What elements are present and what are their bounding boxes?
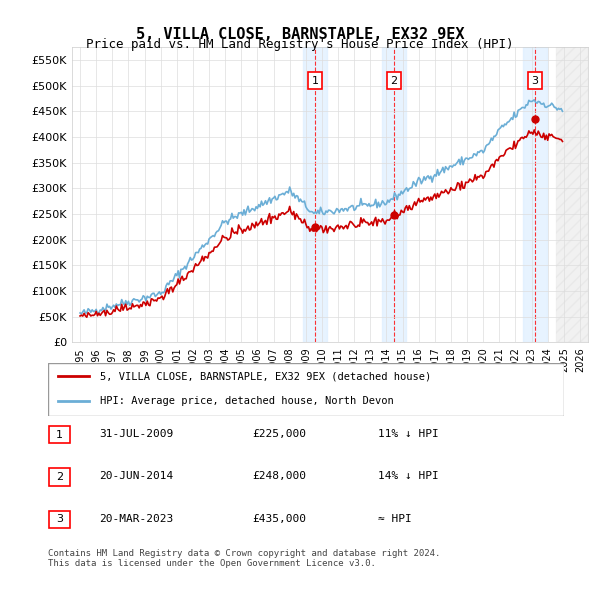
Text: 3: 3 (532, 76, 539, 86)
Text: ≈ HPI: ≈ HPI (378, 514, 412, 523)
Text: Contains HM Land Registry data © Crown copyright and database right 2024.: Contains HM Land Registry data © Crown c… (48, 549, 440, 558)
Point (310, 222, 320, 231)
Point (530, 114, 540, 124)
FancyBboxPatch shape (49, 426, 70, 443)
Text: HPI: Average price, detached house, North Devon: HPI: Average price, detached house, Nort… (100, 396, 394, 406)
Bar (523, 47, 547, 342)
Text: 20-MAR-2023: 20-MAR-2023 (99, 514, 173, 523)
Text: This data is licensed under the Open Government Licence v3.0.: This data is licensed under the Open Gov… (48, 559, 376, 568)
Text: 5, VILLA CLOSE, BARNSTAPLE, EX32 9EX (detached house): 5, VILLA CLOSE, BARNSTAPLE, EX32 9EX (de… (100, 371, 431, 381)
Text: 1: 1 (56, 430, 63, 440)
Text: £248,000: £248,000 (252, 471, 306, 481)
Text: 5, VILLA CLOSE, BARNSTAPLE, EX32 9EX: 5, VILLA CLOSE, BARNSTAPLE, EX32 9EX (136, 27, 464, 41)
FancyBboxPatch shape (49, 468, 70, 486)
Text: 14% ↓ HPI: 14% ↓ HPI (378, 471, 439, 481)
Text: £435,000: £435,000 (252, 514, 306, 523)
Text: 2: 2 (391, 76, 398, 86)
Bar (303, 47, 327, 342)
Text: 20-JUN-2014: 20-JUN-2014 (99, 471, 173, 481)
Text: 3: 3 (56, 514, 63, 525)
FancyBboxPatch shape (49, 511, 70, 528)
Text: 1: 1 (311, 76, 319, 86)
Text: Price paid vs. HM Land Registry's House Price Index (HPI): Price paid vs. HM Land Registry's House … (86, 38, 514, 51)
Text: £225,000: £225,000 (252, 429, 306, 438)
Text: 31-JUL-2009: 31-JUL-2009 (99, 429, 173, 438)
Point (389, 210, 399, 219)
Text: 11% ↓ HPI: 11% ↓ HPI (378, 429, 439, 438)
Bar (382, 47, 406, 342)
Bar (556, 47, 588, 342)
FancyBboxPatch shape (48, 363, 564, 416)
Text: 2: 2 (56, 472, 63, 482)
